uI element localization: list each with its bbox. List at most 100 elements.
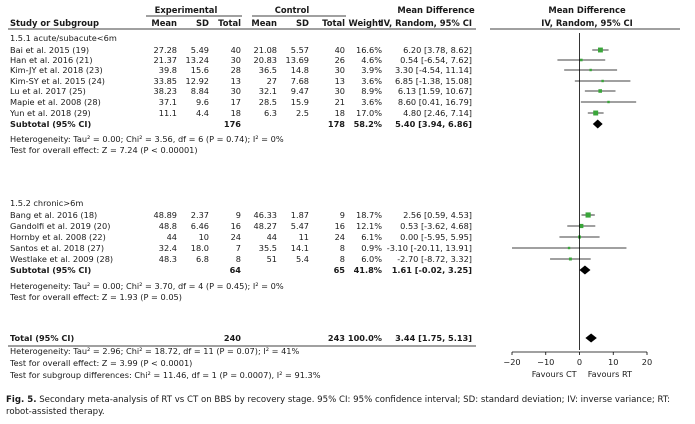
sd-experimental: 6.8	[196, 254, 209, 264]
weight: 18.7%	[356, 210, 382, 220]
mean-difference-ci: -2.70 [-8.72, 3.32]	[397, 254, 472, 264]
pooled-diamond	[585, 333, 597, 343]
effect-square	[568, 257, 572, 261]
total-experimental: 40	[231, 45, 241, 55]
forest-plot: Experimental Control Mean Difference Mea…	[8, 5, 680, 380]
sd-control: 14.1	[291, 243, 309, 253]
effect-square	[607, 100, 610, 104]
mean-difference-ci: 6.13 [1.59, 10.67]	[398, 86, 472, 96]
subtotal-ci: 1.61 [-0.02, 3.25]	[392, 265, 473, 275]
caption-text: Secondary meta-analysis of RT vs CT on B…	[6, 395, 671, 417]
study-name: Hornby et al. 2008 (22)	[10, 232, 106, 242]
x-tick-label: 10	[608, 357, 618, 367]
total-control: 9	[340, 210, 345, 220]
sd-experimental: 8.84	[191, 86, 209, 96]
effect-square	[580, 58, 583, 62]
header-sd-c: SD	[296, 18, 309, 28]
sd-control: 9.47	[291, 86, 309, 96]
total-label: Total (95% CI)	[10, 333, 74, 343]
sd-control: 1.87	[291, 210, 309, 220]
mean-difference-ci: 6.20 [3.78, 8.62]	[403, 45, 472, 55]
mean-experimental: 32.4	[159, 243, 177, 253]
total-experimental: 9	[236, 210, 241, 220]
sd-experimental: 18.0	[191, 243, 209, 253]
sd-experimental: 12.92	[186, 76, 209, 86]
mean-control: 21.08	[254, 45, 277, 55]
subtotal-total-experimental: 64	[230, 265, 242, 275]
sd-experimental: 9.6	[196, 97, 209, 107]
effect-square	[585, 212, 591, 218]
weight: 6.1%	[361, 232, 382, 242]
header-mean-c: Mean	[251, 18, 277, 28]
total-control: 8	[340, 243, 345, 253]
total-control: 26	[335, 55, 345, 65]
mean-difference-ci: -3.10 [-20.11, 13.91]	[387, 243, 472, 253]
sd-experimental: 15.6	[191, 65, 209, 75]
mean-experimental: 48.8	[159, 221, 177, 231]
mean-experimental: 21.37	[154, 55, 177, 65]
subtotal-total-experimental: 176	[224, 119, 241, 129]
total-control: 8	[340, 254, 345, 264]
subtotal-label: Subtotal (95% CI)	[10, 265, 91, 275]
total-experimental: 13	[231, 76, 241, 86]
study-name: Yun et al. 2018 (29)	[9, 108, 91, 118]
effect-square	[589, 68, 592, 72]
mean-control: 44	[267, 232, 277, 242]
mean-difference-ci: 0.53 [-3.62, 4.68]	[400, 221, 472, 231]
x-tick-label: −20	[503, 357, 520, 367]
header-ci-left: IV, Random, 95% CI	[381, 18, 472, 28]
total-total-experimental: 240	[224, 333, 241, 343]
effect-square	[579, 223, 584, 229]
subgroup-title: 1.5.1 acute/subacute<6m	[10, 33, 117, 43]
total-control: 16	[335, 221, 345, 231]
weight: 6.0%	[361, 254, 382, 264]
weight: 3.9%	[361, 65, 382, 75]
study-name: Han et al. 2016 (21)	[10, 55, 93, 65]
total-experimental: 8	[236, 254, 241, 264]
sd-experimental: 6.46	[191, 221, 209, 231]
mean-difference-ci: 8.60 [0.41, 16.79]	[398, 97, 472, 107]
footer-test-text: Heterogeneity: Tau² = 2.96; Chi² = 18.72…	[10, 346, 299, 356]
sd-control: 7.68	[291, 76, 309, 86]
mean-experimental: 48.89	[154, 210, 177, 220]
header-md-left: Mean Difference	[397, 5, 475, 15]
subtotal-label: Subtotal (95% CI)	[10, 119, 91, 129]
total-control: 30	[335, 86, 345, 96]
effect-square	[567, 246, 571, 250]
study-name: Lu et al. 2017 (25)	[10, 86, 86, 96]
subtotal-ci: 5.40 [3.94, 6.86]	[395, 119, 472, 129]
mean-difference-ci: 2.56 [0.59, 4.53]	[403, 210, 472, 220]
mean-control: 27	[267, 76, 277, 86]
favours-left-label: Favours CT	[532, 369, 578, 379]
sd-experimental: 2.37	[191, 210, 209, 220]
study-name: Westlake et al. 2009 (28)	[10, 254, 113, 264]
total-ci: 3.44 [1.75, 5.13]	[395, 333, 472, 343]
x-tick-label: 0	[577, 357, 582, 367]
weight: 12.1%	[356, 221, 382, 231]
total-control: 30	[335, 65, 345, 75]
overall-effect-text: Test for overall effect: Z = 7.24 (P < 0…	[9, 145, 198, 155]
mean-difference-ci: 3.30 [-4.54, 11.14]	[395, 65, 472, 75]
effect-square	[601, 79, 604, 83]
subtotal-weight: 41.8%	[354, 265, 382, 275]
table-body: 1.5.1 acute/subacute<6m Bai et al. 2015 (…	[8, 33, 476, 380]
mean-experimental: 27.28	[154, 45, 177, 55]
weight: 4.6%	[361, 55, 382, 65]
total-experimental: 7	[236, 243, 241, 253]
total-control: 24	[335, 232, 345, 242]
study-name: Bang et al. 2016 (18)	[10, 210, 97, 220]
sd-control: 13.69	[286, 55, 309, 65]
header-control: Control	[275, 5, 310, 15]
sd-experimental: 4.4	[196, 108, 209, 118]
mean-experimental: 37.1	[159, 97, 177, 107]
x-tick-label: −10	[537, 357, 554, 367]
mean-experimental: 11.1	[159, 108, 177, 118]
mean-difference-ci: 0.54 [-6.54, 7.62]	[400, 55, 472, 65]
mean-experimental: 33.85	[154, 76, 177, 86]
header-ci-right: IV, Random, 95% CI	[541, 18, 632, 28]
study-name: Bai et al. 2015 (19)	[10, 45, 89, 55]
sd-experimental: 5.49	[191, 45, 209, 55]
sd-control: 5.57	[291, 45, 309, 55]
mean-experimental: 38.23	[154, 86, 177, 96]
caption-label: Fig. 5.	[6, 395, 37, 405]
